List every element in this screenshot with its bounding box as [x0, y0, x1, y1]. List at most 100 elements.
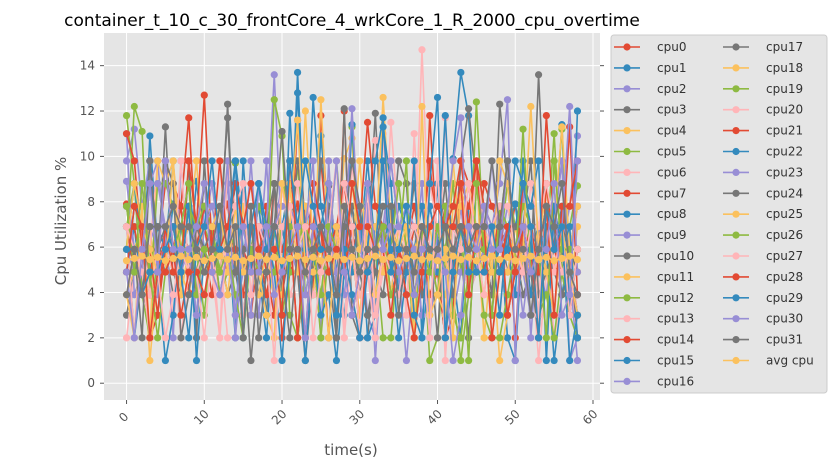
data-point: [573, 157, 582, 165]
data-point: [270, 96, 278, 104]
x-tick-label: 0: [116, 410, 131, 425]
data-point: [200, 334, 208, 342]
data-point: [496, 157, 504, 165]
data-point: [130, 180, 138, 188]
data-point: [480, 334, 488, 342]
data-point: [426, 253, 434, 261]
data-point: [262, 157, 271, 165]
data-point: [309, 245, 317, 253]
data-point: [332, 334, 341, 342]
data-point: [534, 255, 543, 264]
data-point: [309, 268, 317, 276]
data-point: [293, 68, 302, 77]
data-point: [573, 255, 582, 264]
data-point: [410, 334, 418, 342]
data-point: [363, 180, 372, 188]
data-point: [566, 252, 574, 260]
data-point: [527, 223, 535, 231]
data-point: [511, 200, 519, 208]
data-point: [270, 71, 278, 79]
data-point: [192, 157, 201, 165]
data-point: [154, 223, 162, 231]
data-point: [503, 253, 512, 261]
legend-item: cpu14: [614, 333, 694, 347]
data-point: [418, 202, 426, 210]
data-point: [239, 334, 247, 342]
data-point: [465, 253, 473, 261]
legend-swatch-marker: [732, 127, 740, 135]
data-point: [496, 311, 504, 319]
data-point: [146, 268, 154, 276]
data-point: [161, 356, 170, 365]
legend-item: cpu9: [614, 228, 686, 242]
data-point: [138, 180, 146, 188]
data-point: [356, 268, 364, 276]
data-point: [169, 254, 177, 263]
data-point: [465, 356, 473, 365]
data-point: [293, 180, 302, 188]
data-point: [496, 100, 504, 108]
y-tick-label: 12: [80, 104, 95, 118]
data-point: [379, 291, 387, 299]
data-point: [449, 202, 457, 210]
data-point: [402, 311, 411, 319]
data-point: [363, 334, 372, 342]
data-point: [216, 202, 224, 210]
data-point: [488, 268, 496, 276]
legend-swatch-marker: [732, 231, 740, 239]
data-point: [363, 157, 372, 165]
data-point: [255, 245, 263, 253]
legend-item: cpu2: [614, 82, 686, 96]
legend-label: cpu11: [657, 270, 694, 284]
data-point: [348, 291, 356, 299]
data-point: [332, 157, 341, 165]
data-point: [410, 130, 418, 138]
legend-item: cpu6: [614, 165, 686, 179]
data-point: [449, 223, 457, 231]
data-point: [216, 268, 224, 276]
data-point: [200, 223, 208, 231]
data-point: [301, 268, 309, 276]
data-point: [550, 180, 558, 188]
data-point: [122, 202, 131, 210]
data-point: [371, 334, 379, 342]
data-point: [472, 245, 480, 253]
data-point: [332, 245, 341, 253]
data-point: [169, 202, 177, 210]
y-axis-ticks: 0 2 4 6 8 10 12 14: [80, 59, 604, 390]
legend-label: cpu25: [766, 207, 803, 221]
data-point: [278, 202, 286, 210]
data-point: [542, 334, 550, 342]
legend-swatch-marker: [732, 210, 740, 218]
data-point: [293, 252, 302, 260]
data-point: [441, 268, 449, 276]
x-tick-label: 20: [269, 407, 290, 428]
data-point: [208, 202, 216, 210]
legend-label: cpu7: [657, 186, 686, 200]
legend-label: cpu15: [657, 354, 694, 368]
data-point: [247, 223, 255, 231]
data-point: [558, 223, 566, 231]
legend-label: cpu19: [766, 82, 803, 96]
data-point: [216, 252, 224, 260]
legend-label: cpu4: [657, 124, 686, 138]
legend-swatch-marker: [732, 189, 740, 197]
data-point: [387, 118, 395, 126]
data-point: [488, 252, 496, 260]
legend-item: cpu27: [723, 249, 803, 263]
data-point: [457, 114, 465, 122]
y-tick-label: 4: [87, 285, 95, 299]
data-point: [418, 223, 426, 231]
data-point: [441, 334, 449, 342]
data-point: [503, 157, 512, 165]
legend-item: cpu10: [614, 249, 694, 263]
data-point: [208, 245, 216, 253]
data-point: [278, 180, 286, 188]
data-point: [122, 334, 131, 342]
data-point: [216, 245, 224, 253]
data-point: [192, 311, 201, 319]
data-point: [317, 268, 325, 276]
data-point: [325, 254, 333, 263]
data-point: [395, 311, 403, 319]
data-point: [527, 311, 535, 319]
